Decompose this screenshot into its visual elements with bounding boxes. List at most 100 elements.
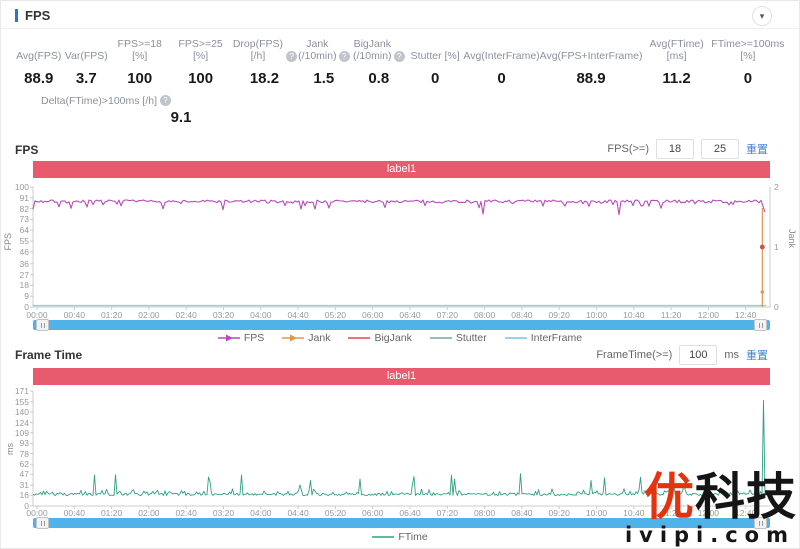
stat-value: 88.9 — [24, 70, 54, 87]
legend-item-bigjank[interactable]: BigJank — [348, 332, 412, 344]
ftime-xtick: 11:20 — [660, 508, 682, 518]
stat-value: 0 — [431, 70, 440, 87]
stat-delta-ftime-label: Delta(FTime)>100ms [/h] ? — [41, 95, 172, 107]
fps-xtick: 04:40 — [287, 310, 309, 320]
scrollbar-left-handle[interactable] — [36, 517, 49, 529]
stat-drop-fps: Drop(FPS) [/h]? 18.2 — [232, 37, 298, 87]
stat-avg-fps-interframe: Avg(FPS+InterFrame) 88.9 — [540, 37, 643, 87]
ftime-xtick: 08:40 — [511, 508, 533, 518]
ftime-xtick: 12:00 — [697, 508, 720, 518]
stat-fps-ge-18: FPS>=18 [%] 100 — [110, 37, 169, 87]
fps-xtick: 10:00 — [585, 310, 608, 320]
jank-ytick: 2 — [774, 182, 779, 192]
ftime-chart-scrollbar[interactable] — [33, 517, 770, 529]
jank-ytick: 1 — [774, 242, 779, 252]
fps-xtick: 06:00 — [362, 310, 384, 320]
fps-ytick: 46 — [19, 246, 29, 257]
ftime-unit-label: ms — [724, 349, 739, 361]
legend-label: Stutter — [455, 332, 487, 344]
ftime-xtick: 04:00 — [250, 508, 272, 518]
fps-xtick: 08:40 — [511, 310, 533, 320]
fps-ytick: 36 — [19, 258, 29, 269]
fps-xtick: 10:40 — [623, 310, 645, 320]
fps-chart-canvas[interactable] — [25, 183, 771, 310]
ftime-xtick: 06:00 — [362, 508, 384, 518]
ftime-xtick: 01:20 — [100, 508, 123, 518]
info-icon[interactable]: ? — [338, 51, 350, 62]
legend-label: FTime — [398, 531, 428, 543]
title-accent-bar — [15, 9, 18, 22]
stat-label: FPS>=18 [%] — [117, 37, 162, 63]
ftime-ytick: 62 — [19, 459, 29, 470]
legend-item-fps[interactable]: FPS — [217, 332, 265, 344]
stat-stutter: Stutter [%] 0 — [407, 37, 463, 87]
fps-ytick: 73 — [19, 214, 29, 225]
fps-threshold-input-1[interactable] — [656, 139, 694, 159]
stat-label: Var(FPS) — [64, 50, 108, 63]
ftime-xtick: 06:40 — [399, 508, 421, 518]
fps-section-title: FPS — [15, 143, 39, 157]
scrollbar-right-handle[interactable] — [754, 319, 767, 331]
fps-ytick: 100 — [14, 182, 29, 192]
jank-y-axis-name: Jank — [787, 229, 797, 249]
fps-reset-button[interactable]: 重置 — [746, 144, 768, 156]
ftime-threshold-input[interactable] — [679, 345, 718, 365]
fps-chart-scrollbar[interactable] — [33, 319, 770, 331]
legend-label: InterFrame — [530, 332, 583, 344]
fps-xtick: 12:00 — [697, 310, 720, 320]
stat-value: 100 — [188, 70, 214, 87]
stat-value: 100 — [127, 70, 153, 87]
fps-filter-label: FPS(>=) — [607, 143, 649, 155]
fps-xtick: 01:20 — [100, 310, 123, 320]
stat-avg-ftime: Avg(FTime) [ms] 11.2 — [642, 37, 710, 87]
info-icon[interactable]: ? — [393, 51, 405, 62]
ftime-ytick: 93 — [19, 438, 29, 449]
ftime-ytick: 78 — [19, 448, 29, 459]
legend-item-stutter[interactable]: Stutter — [429, 332, 487, 344]
fps-ytick: 18 — [19, 280, 29, 291]
fps-xtick: 07:20 — [436, 310, 458, 320]
fps-legend-marker-icon — [429, 337, 452, 339]
stat-label: Stutter [%] — [410, 50, 460, 63]
ftime-reset-button[interactable]: 重置 — [746, 350, 768, 362]
fps-xtick: 00:40 — [63, 310, 85, 320]
ftime-chart-banner: label1 — [33, 368, 770, 385]
ftime-ytick: 155 — [14, 396, 29, 407]
ftime-chart-canvas[interactable] — [25, 387, 771, 509]
info-icon[interactable]: ? — [160, 95, 172, 106]
info-icon[interactable]: ? — [286, 51, 298, 62]
fps-xtick: 12:40 — [735, 310, 757, 320]
scrollbar-left-handle[interactable] — [36, 319, 49, 331]
stat-value: 0 — [497, 70, 506, 87]
ftime-section-title: Frame Time — [15, 348, 83, 362]
collapse-button[interactable]: ▾ — [752, 6, 772, 26]
legend-item-ftime[interactable]: FTime — [372, 531, 428, 543]
stat-label: Drop(FPS) [/h]? — [232, 37, 298, 63]
ftime-chart-legend: FTime — [1, 531, 799, 543]
legend-item-jank[interactable]: Jank — [282, 332, 330, 344]
scrollbar-right-handle[interactable] — [754, 517, 767, 529]
fps-ytick: 9 — [24, 291, 29, 302]
ftime-filter-label: FrameTime(>=) — [596, 349, 673, 361]
panel-title-wrap: FPS — [15, 8, 50, 23]
stat-value: 18.2 — [249, 70, 280, 87]
ftime-xtick: 00:00 — [26, 508, 48, 518]
stat-ftime-ge-100ms: FTime>=100ms [%] 0 — [711, 37, 785, 87]
stat-fps-ge-25: FPS>=25 [%] 100 — [169, 37, 231, 87]
panel-title: FPS — [25, 8, 51, 23]
legend-label: FPS — [243, 332, 265, 344]
ftime-xtick: 04:40 — [287, 508, 309, 518]
stat-label: Avg(InterFrame) — [463, 50, 540, 63]
legend-label: Jank — [308, 332, 331, 344]
ftime-ytick: 109 — [14, 427, 29, 438]
legend-label: BigJank — [374, 332, 412, 344]
fps-xtick: 02:40 — [175, 310, 197, 320]
fps-chart-banner: label1 — [33, 161, 770, 178]
fps-xtick: 06:40 — [399, 310, 421, 320]
ftime-ytick: 31 — [19, 480, 29, 491]
ftime-ytick: 47 — [19, 469, 29, 480]
fps-threshold-input-2[interactable] — [701, 139, 739, 159]
legend-item-interframe[interactable]: InterFrame — [504, 332, 583, 344]
stat-label: Avg(FPS) — [16, 50, 62, 63]
